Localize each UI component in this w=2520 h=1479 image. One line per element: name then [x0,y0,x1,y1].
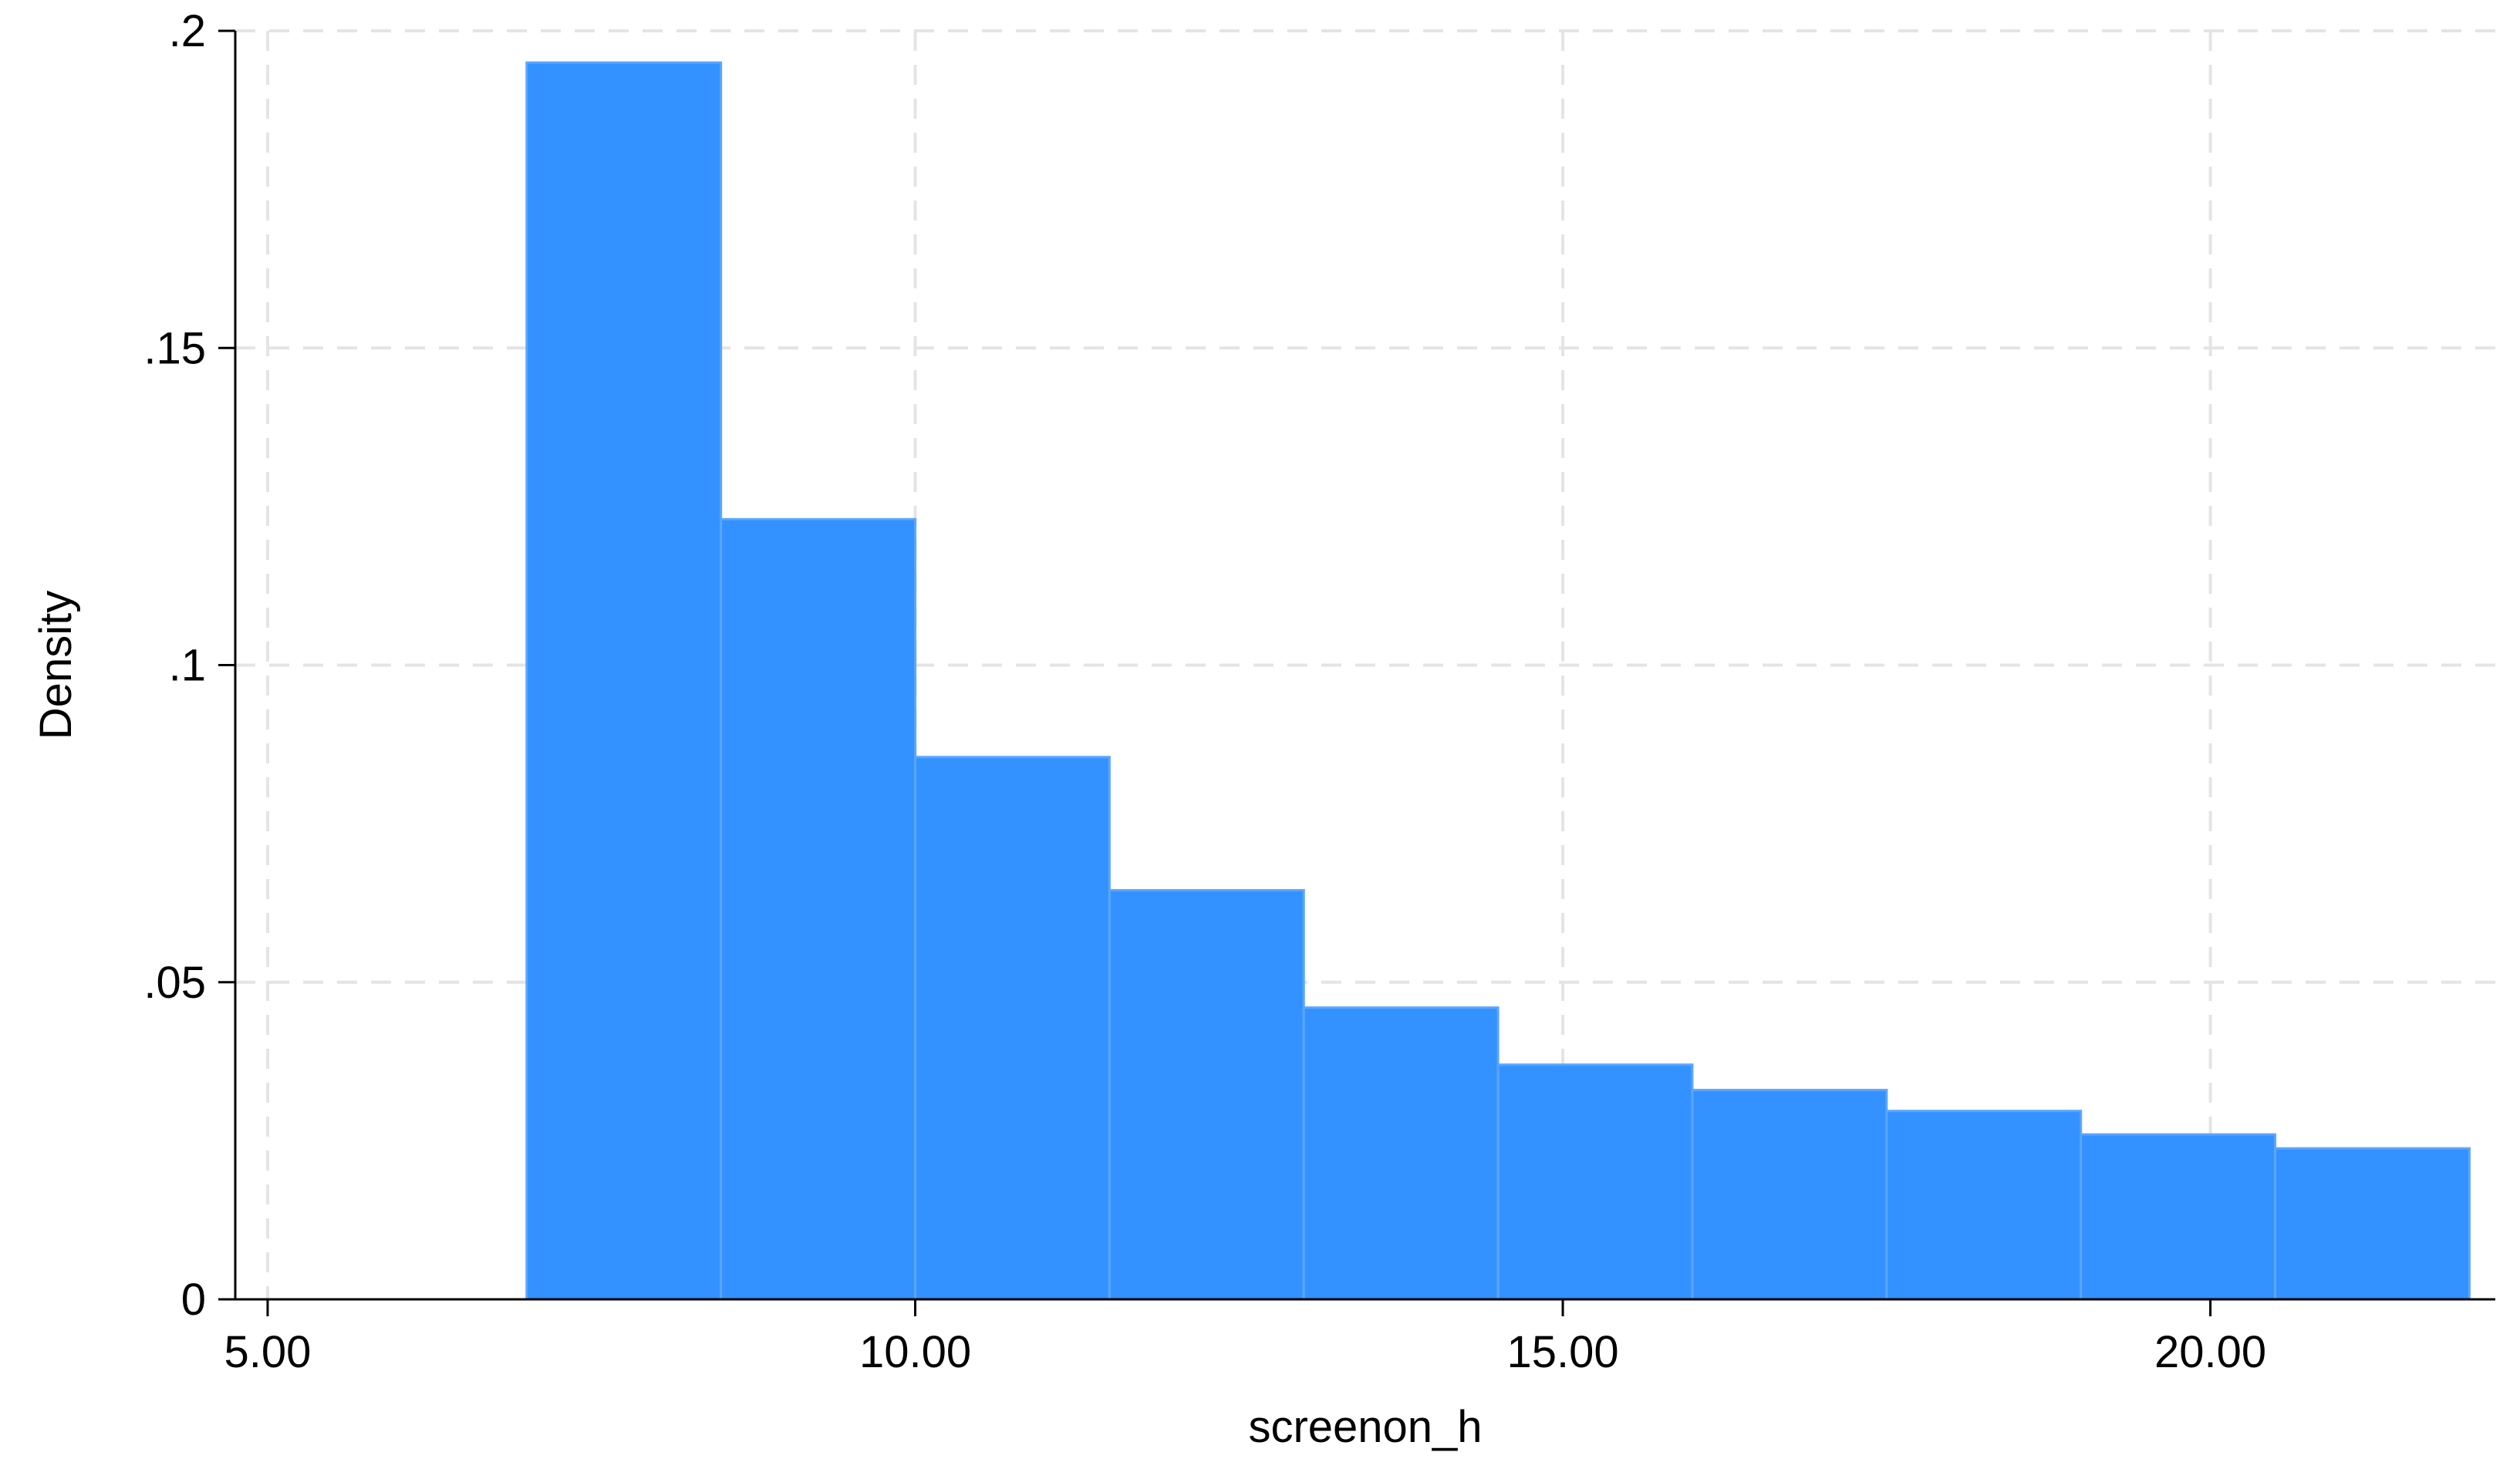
histogram-bar-10 [2274,1147,2471,1301]
histogram-bar-9 [2080,1133,2277,1301]
histogram-bar-6 [1496,1063,1694,1301]
y-tick-label-3: .15 [143,323,206,373]
tick-labels: 0 .05 .1 .15 .2 5.00 10.00 15.00 20.00 [143,6,2266,1377]
x-tick-label-2: 15.00 [1506,1327,1618,1377]
histogram-bar-4 [1108,888,1305,1301]
histogram-bar-7 [1691,1089,1888,1301]
histogram-bar-5 [1302,1006,1500,1301]
histogram-bar-2 [720,517,917,1301]
x-axis-title: screenon_h [1248,1402,1482,1452]
x-tick-label-0: 5.00 [224,1327,312,1377]
y-axis-title: Density [31,591,81,740]
x-tick-label-1: 10.00 [859,1327,971,1377]
histogram-bar-3 [914,756,1111,1301]
y-tick-label-1: .05 [143,958,206,1008]
y-tick-label-2: .1 [169,641,206,691]
y-tick-label-0: 0 [181,1275,206,1325]
y-tick-label-4: .2 [169,6,206,56]
histogram-bar-1 [525,61,723,1301]
x-tick-label-3: 20.00 [2154,1327,2266,1377]
histogram-bars [525,61,2471,1301]
histogram-bar-8 [1885,1110,2083,1301]
